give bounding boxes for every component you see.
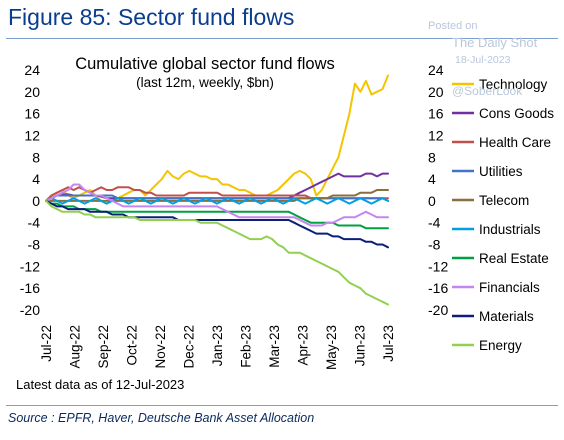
y-tick-label-left: 8 — [32, 149, 40, 165]
y-tick-label-right: -12 — [428, 258, 448, 274]
x-tick-label: Jul-22 — [39, 325, 54, 362]
y-tick-label-left: 0 — [32, 193, 40, 209]
figure-title: Figure 85: Sector fund flows — [8, 4, 295, 30]
y-tick-label-left: 24 — [24, 62, 40, 78]
footer-rule — [6, 405, 558, 406]
watermark-handle: @SoberLook — [452, 84, 523, 98]
series-line-industrials — [45, 197, 389, 205]
series-line-technology — [45, 74, 389, 205]
series-line-materials — [45, 199, 389, 249]
series-line-energy — [45, 199, 389, 306]
y-tick-label-right: 12 — [428, 127, 444, 143]
legend-label-industrials: Industrials — [479, 222, 541, 237]
chart-title: Cumulative global sector fund flows — [75, 55, 335, 73]
y-tick-label-right: -8 — [428, 237, 441, 253]
y-tick-label-right: 24 — [428, 62, 444, 78]
legend-label-telecom: Telecom — [479, 193, 529, 208]
y-tick-label-left: 20 — [24, 84, 40, 100]
y-tick-label-right: 0 — [428, 193, 436, 209]
y-tick-label-right: 8 — [428, 149, 436, 165]
x-tick-label: Nov-22 — [153, 325, 168, 369]
x-tick-label: Mar-23 — [267, 325, 282, 368]
x-tick-label: Jan-23 — [210, 325, 225, 366]
figure-header: Figure 85: Sector fund flows — [0, 0, 564, 44]
y-tick-label-left: 12 — [24, 127, 40, 143]
y-tick-label-left: 16 — [24, 106, 40, 122]
x-tick-label: Jul-23 — [381, 325, 396, 362]
series-line-cons-goods — [45, 172, 389, 202]
y-tick-label-right: -20 — [428, 302, 448, 318]
x-tick-label: Feb-23 — [239, 325, 254, 368]
y-tick-label-left: -16 — [20, 280, 40, 296]
x-tick-label: Dec-22 — [182, 325, 197, 369]
x-tick-label: Apr-23 — [296, 325, 311, 366]
y-tick-label-right: 4 — [428, 171, 436, 187]
legend-label-technology: Technology — [479, 77, 548, 92]
y-tick-label-right: -16 — [428, 280, 448, 296]
header-rule — [6, 38, 558, 39]
source-note: Source : EPFR, Haver, Deutsche Bank Asse… — [8, 411, 315, 425]
x-tick-label: Oct-22 — [125, 325, 140, 366]
x-tick-label: Aug-22 — [68, 325, 83, 369]
legend-label-cons-goods: Cons Goods — [479, 106, 554, 121]
legend-label-energy: Energy — [479, 338, 522, 353]
x-tick-label: May-23 — [324, 325, 339, 370]
x-tick-label: Jun-23 — [353, 325, 368, 366]
y-tick-label-right: 20 — [428, 84, 444, 100]
y-tick-label-left: 4 — [32, 171, 40, 187]
legend-label-health-care: Health Care — [479, 135, 551, 150]
y-tick-label-left: -8 — [28, 237, 41, 253]
watermark-site: The Daily Shot — [452, 35, 538, 50]
y-tick-label-left: -4 — [28, 215, 41, 231]
legend-label-utilities: Utilities — [479, 164, 523, 179]
legend-label-materials: Materials — [479, 309, 534, 324]
series-line-financials — [45, 183, 389, 227]
watermark-posted: Posted on — [428, 20, 478, 32]
y-tick-label-right: -4 — [428, 215, 441, 231]
y-tick-label-left: -12 — [20, 258, 40, 274]
legend-label-financials: Financials — [479, 280, 540, 295]
data-date-note: Latest data as of 12-Jul-2023 — [16, 377, 184, 392]
chart-subtitle: (last 12m, weekly, $bn) — [136, 75, 274, 90]
watermark-date: 18-Jul-2023 — [455, 54, 511, 66]
y-tick-label-left: -20 — [20, 302, 40, 318]
series-line-real-estate — [45, 199, 389, 230]
legend-label-real-estate: Real Estate — [479, 251, 549, 266]
y-tick-label-right: 16 — [428, 106, 444, 122]
x-tick-label: Sep-22 — [96, 325, 111, 369]
